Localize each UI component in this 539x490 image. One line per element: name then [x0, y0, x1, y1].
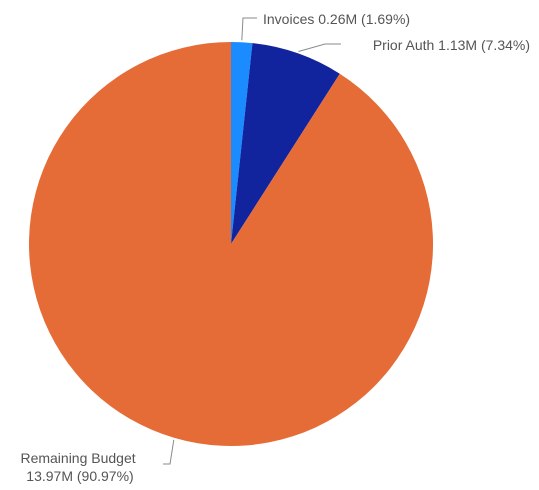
- pie-slice-invoices[interactable]: [231, 42, 253, 244]
- leader-lines: [163, 17, 341, 465]
- leader-line-prior-auth: [298, 43, 341, 52]
- leader-line-invoices: [241, 17, 257, 41]
- pie-slice-prior-auth[interactable]: [231, 43, 340, 244]
- data-label-invoices: Invoices 0.26M (1.69%): [263, 11, 410, 27]
- pie-slices: [29, 42, 434, 446]
- leader-line-remaining-budget: [163, 439, 175, 465]
- data-label-remaining-budget: Remaining Budget 13.97M (90.97%): [20, 450, 139, 484]
- data-label-prior-auth: Prior Auth 1.13M (7.34%): [373, 37, 530, 53]
- pie-slice-remaining-budget[interactable]: [29, 42, 434, 446]
